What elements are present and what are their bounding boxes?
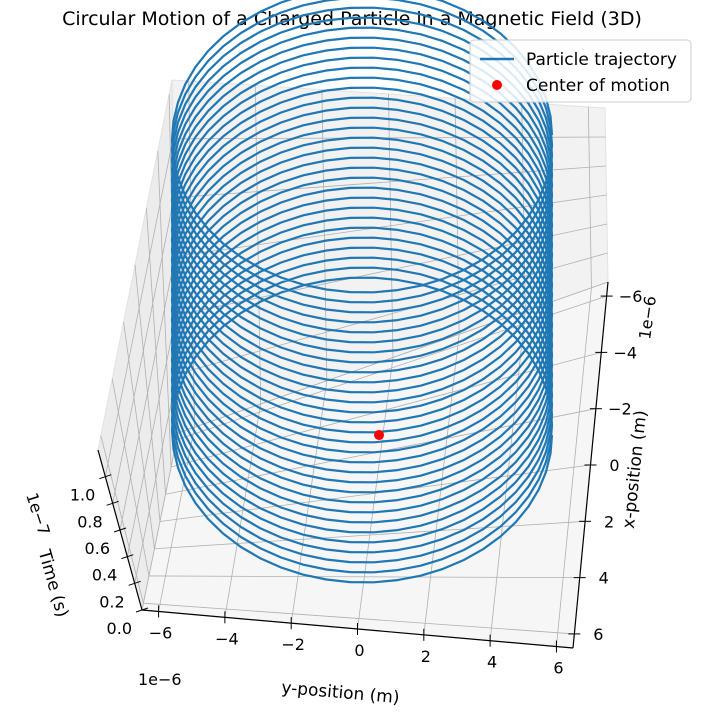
z-offset-text: 1e−7 bbox=[22, 490, 54, 537]
z-tick-label: 0.6 bbox=[85, 539, 110, 558]
z-tick-mark bbox=[106, 500, 119, 506]
x-tick-label: −6 bbox=[619, 287, 643, 306]
x-tick-label: 4 bbox=[599, 569, 609, 588]
x-tick-label: −4 bbox=[613, 343, 637, 362]
y-axis-ticks: −6 −4 −2 0 2 4 6 bbox=[149, 605, 564, 678]
y-tick-label: 0 bbox=[354, 641, 364, 660]
x-tick-label: 6 bbox=[593, 625, 603, 644]
z-tick-label: 1.0 bbox=[70, 486, 95, 505]
floor-grid-line-x bbox=[176, 295, 607, 441]
legend-point-swatch bbox=[492, 80, 502, 90]
x-axis-ticks: −6 −4 −2 0 2 4 6 bbox=[568, 287, 642, 644]
y-tick-label: 2 bbox=[421, 647, 431, 666]
floor-grid-line-x bbox=[143, 602, 575, 635]
center-of-motion-point bbox=[374, 430, 384, 440]
z-tick-label: 0.0 bbox=[107, 619, 132, 638]
y-tick-label: −2 bbox=[281, 635, 305, 654]
trajectory-path bbox=[170, 0, 554, 584]
z-tick-label: 0.8 bbox=[77, 512, 102, 531]
z-tick-label: 0.4 bbox=[92, 566, 117, 585]
z-tick-mark bbox=[128, 580, 141, 586]
floor-grid-line-x bbox=[148, 575, 580, 579]
y-tick-label: 4 bbox=[487, 653, 497, 672]
z-tick-mark bbox=[121, 554, 134, 560]
z-axis-label: Time (s) bbox=[33, 547, 72, 620]
x-tick-label: −2 bbox=[608, 400, 632, 419]
y-tick-label: 6 bbox=[553, 659, 563, 678]
y-offset-text: 1e−6 bbox=[138, 670, 182, 689]
legend-label-center: Center of motion bbox=[526, 76, 670, 96]
y-axis-label: y-position (m) bbox=[281, 678, 401, 708]
z-axis-ticks: 0.0 0.2 0.4 0.6 0.8 1.0 bbox=[70, 474, 149, 638]
legend-box bbox=[469, 39, 692, 103]
x-axis-label: x-position (m) bbox=[619, 409, 651, 529]
x-tick-label: 0 bbox=[609, 456, 619, 475]
chart-title: Circular Motion of a Charged Particle in… bbox=[62, 8, 642, 30]
x-tick-label: 2 bbox=[604, 512, 614, 531]
z-tick-mark bbox=[113, 527, 127, 533]
trajectory-line bbox=[170, 0, 554, 584]
legend-label-trajectory: Particle trajectory bbox=[526, 50, 677, 70]
z-tick-mark bbox=[135, 607, 149, 613]
z-tick-mark bbox=[99, 474, 112, 480]
y-tick-label: −6 bbox=[149, 623, 173, 642]
legend: Particle trajectory Center of motion bbox=[469, 39, 692, 103]
z-tick-label: 0.2 bbox=[99, 592, 124, 611]
y-tick-label: −4 bbox=[215, 629, 239, 648]
